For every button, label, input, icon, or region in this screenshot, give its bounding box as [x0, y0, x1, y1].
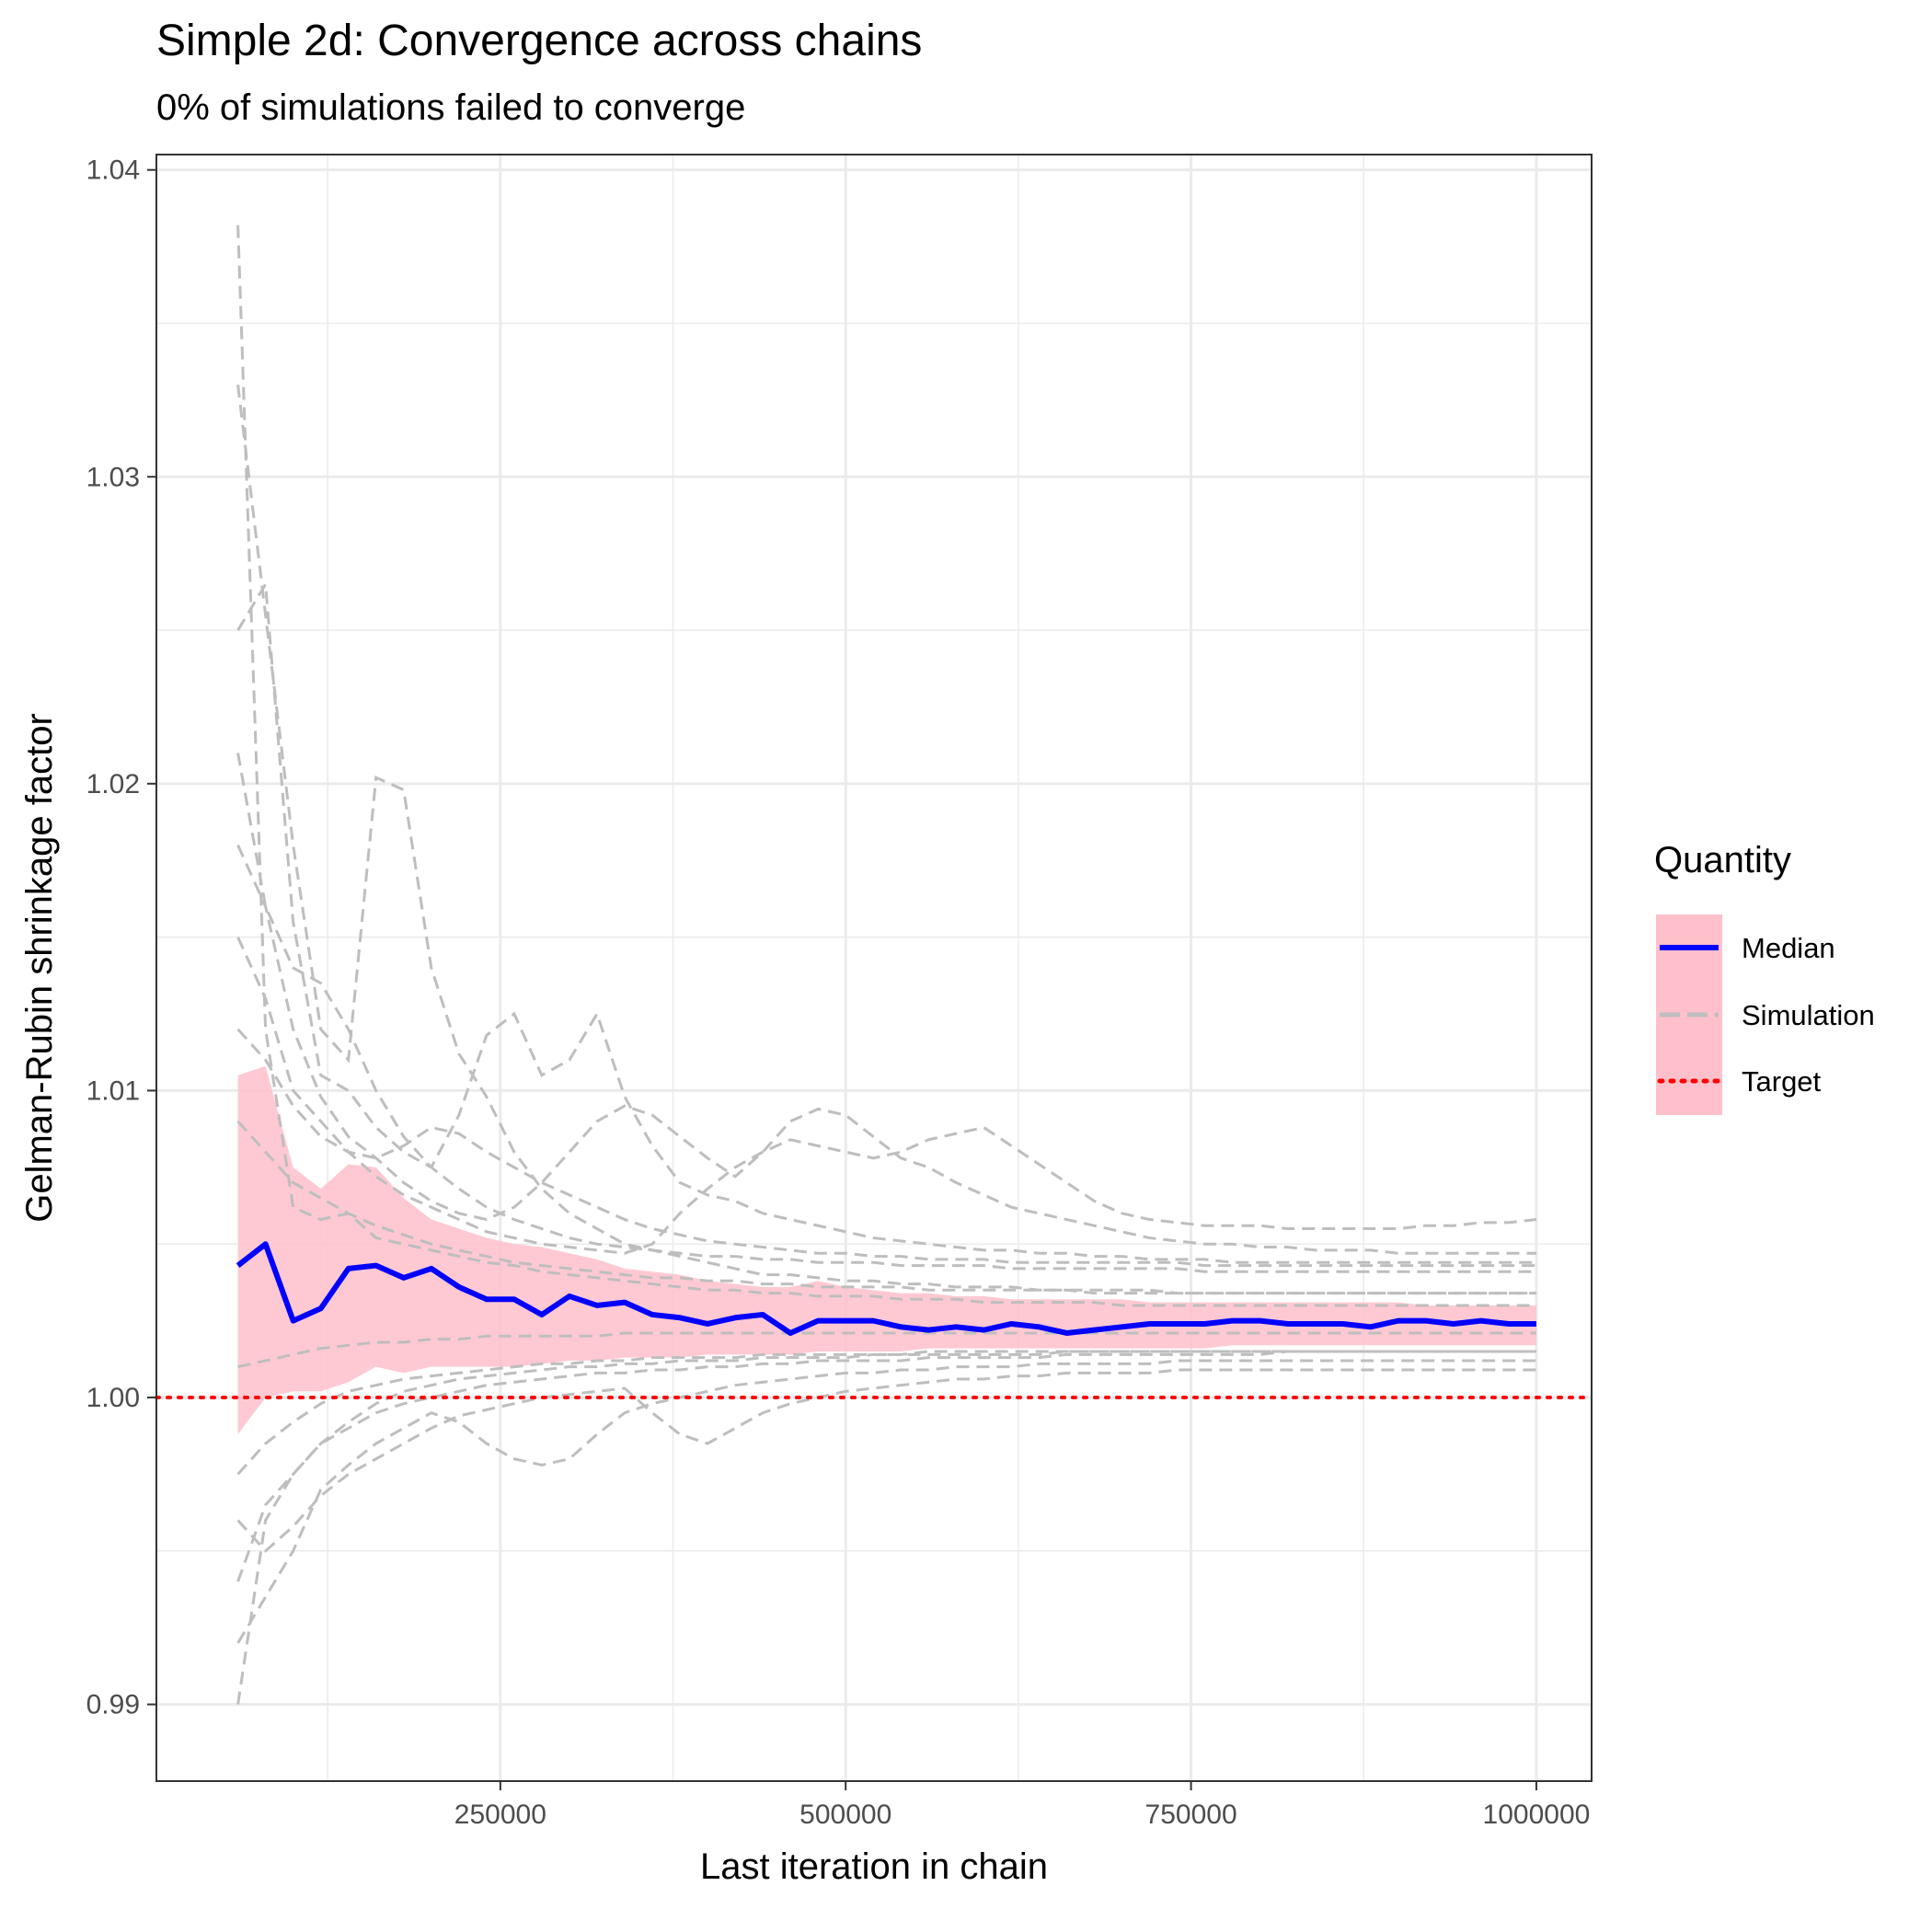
simulation-series [236, 1028, 1536, 1268]
y-axis-title: Gelman-Rubin shrinkage factor [19, 713, 60, 1223]
x-tick-label: 1000000 [1483, 1800, 1591, 1830]
simulation-series [236, 1350, 1536, 1705]
y-tick-label: 1.03 [86, 462, 140, 492]
y-tick-label: 1.00 [86, 1383, 140, 1413]
iqr-band [237, 1065, 1536, 1435]
simulation-series [236, 1120, 1536, 1295]
simulation-series [236, 385, 1536, 1295]
plot-panel [156, 155, 1592, 1781]
simulation-series [237, 1331, 1536, 1369]
y-tick-label: 1.02 [86, 769, 140, 799]
chart-title: Simple 2d: Convergence across chains [156, 17, 922, 65]
simulation-series [236, 1350, 1536, 1476]
simulation-series [236, 844, 1536, 1255]
x-tick-label: 250000 [454, 1800, 546, 1830]
y-tick-label: 1.01 [86, 1075, 140, 1106]
legend-title: Quantity [1654, 840, 1791, 880]
y-tick-label: 0.99 [86, 1690, 140, 1720]
legend-label-target: Target [1742, 1065, 1822, 1098]
x-axis-title: Last iteration in chain [700, 1846, 1048, 1887]
x-tick-label: 500000 [799, 1800, 891, 1830]
chart-subtitle: 0% of simulations failed to converge [156, 87, 745, 128]
x-axis: 250000 500000 750000 1000000 [454, 1781, 1591, 1830]
y-tick-label: 1.04 [86, 155, 140, 186]
major-gridlines [156, 155, 1592, 1781]
legend-label-median: Median [1742, 932, 1835, 964]
band-area [237, 1065, 1536, 1435]
simulation-series [236, 937, 1537, 1255]
legend: Quantity Median Simulation Target [1654, 840, 1875, 1115]
simulation-series [236, 1368, 1536, 1553]
simulation-series [236, 753, 1536, 1273]
median-line [236, 1241, 1536, 1336]
plot-border [155, 154, 1593, 1782]
y-axis: 0.99 1.00 1.01 1.02 1.03 1.04 [86, 155, 156, 1720]
simulation-series [236, 224, 1536, 1307]
simulation-series [236, 580, 1536, 1264]
median-series [236, 1241, 1536, 1336]
legend-label-simulation: Simulation [1742, 999, 1875, 1031]
simulation-series [236, 1359, 1536, 1644]
simulation-lines [236, 224, 1537, 1705]
x-tick-label: 750000 [1145, 1800, 1237, 1830]
